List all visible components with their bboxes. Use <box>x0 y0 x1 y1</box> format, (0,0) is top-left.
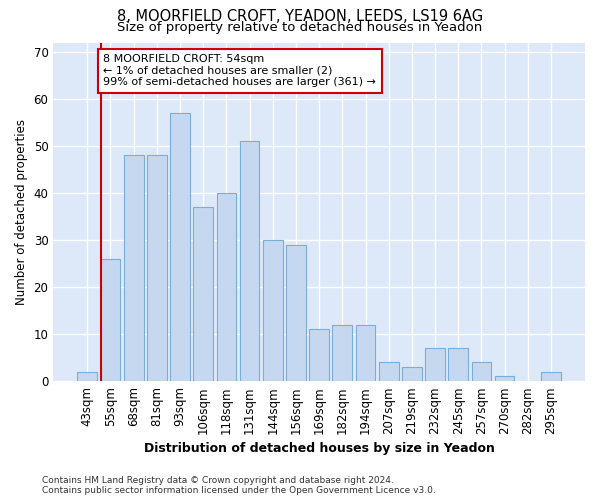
Bar <box>147 156 167 381</box>
Bar <box>77 372 97 381</box>
X-axis label: Distribution of detached houses by size in Yeadon: Distribution of detached houses by size … <box>144 442 494 455</box>
Bar <box>240 142 259 381</box>
Text: 8, MOORFIELD CROFT, YEADON, LEEDS, LS19 6AG: 8, MOORFIELD CROFT, YEADON, LEEDS, LS19 … <box>117 9 483 24</box>
Text: Size of property relative to detached houses in Yeadon: Size of property relative to detached ho… <box>118 21 482 34</box>
Y-axis label: Number of detached properties: Number of detached properties <box>15 119 28 305</box>
Bar <box>425 348 445 381</box>
Bar <box>124 156 143 381</box>
Bar <box>286 245 306 381</box>
Bar <box>217 193 236 381</box>
Bar <box>402 367 422 381</box>
Bar <box>263 240 283 381</box>
Text: Contains HM Land Registry data © Crown copyright and database right 2024.
Contai: Contains HM Land Registry data © Crown c… <box>42 476 436 495</box>
Bar <box>170 113 190 381</box>
Bar <box>332 324 352 381</box>
Bar <box>101 259 121 381</box>
Bar <box>193 207 213 381</box>
Bar <box>309 330 329 381</box>
Bar <box>541 372 561 381</box>
Bar <box>356 324 376 381</box>
Bar <box>495 376 514 381</box>
Bar <box>379 362 398 381</box>
Bar <box>448 348 468 381</box>
Text: 8 MOORFIELD CROFT: 54sqm
← 1% of detached houses are smaller (2)
99% of semi-det: 8 MOORFIELD CROFT: 54sqm ← 1% of detache… <box>103 54 376 88</box>
Bar <box>472 362 491 381</box>
